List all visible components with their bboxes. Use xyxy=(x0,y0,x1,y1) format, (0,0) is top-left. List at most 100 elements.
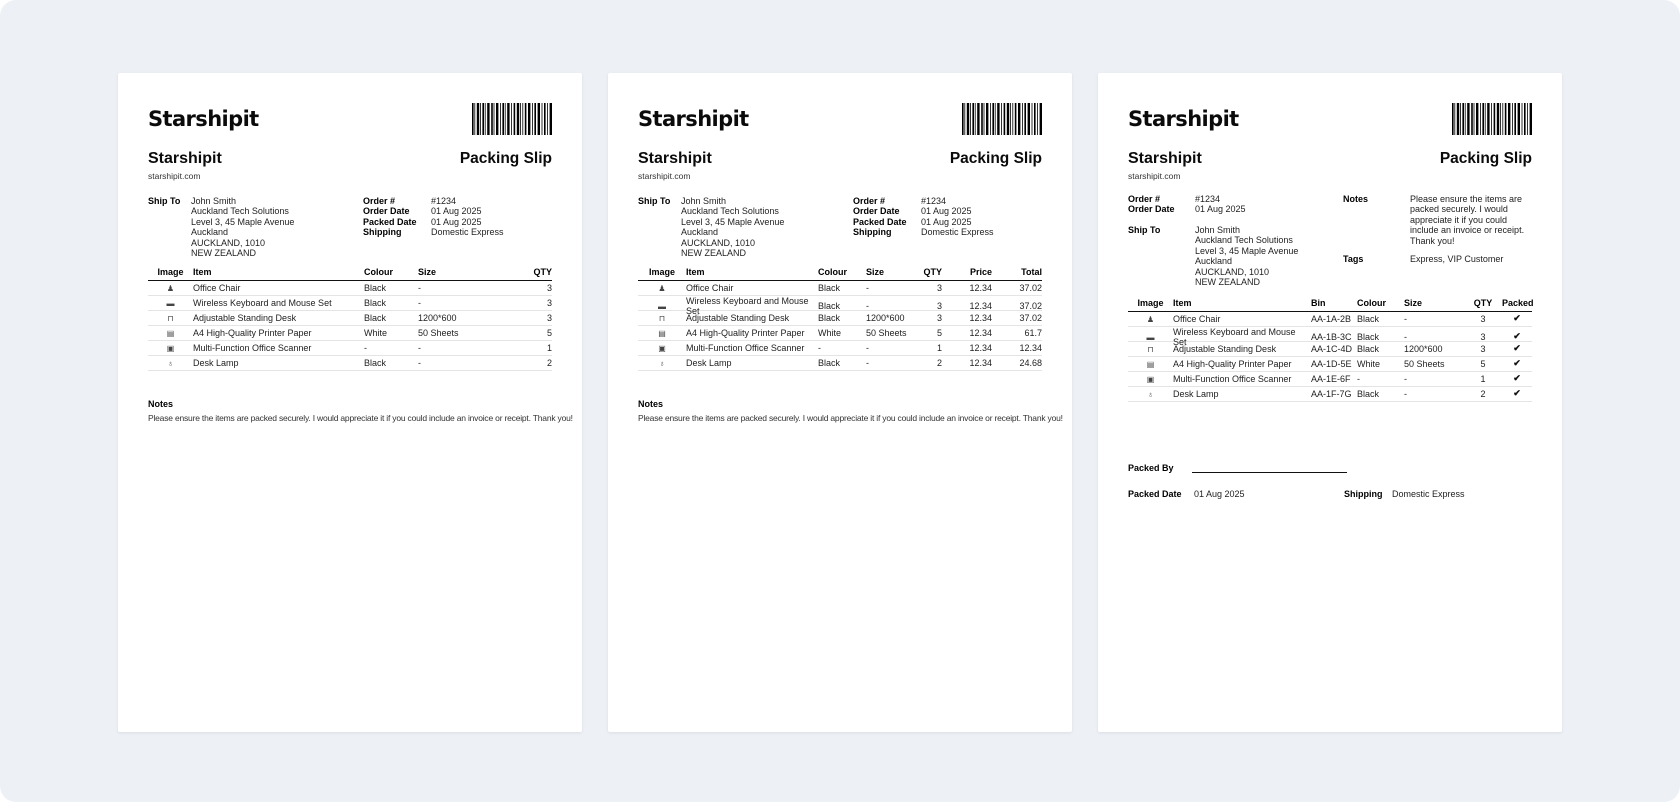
item-qty: 3 xyxy=(546,282,552,293)
ship-to-block: Ship To John Smith Auckland Tech Solutio… xyxy=(148,196,363,259)
page-header: Starshipit xyxy=(148,103,552,135)
item-total: 12.34 xyxy=(1019,342,1042,353)
item-colour: White xyxy=(1357,358,1381,369)
notes-label: Notes xyxy=(1343,193,1369,204)
product-thumbnail-icon: ▤ xyxy=(658,328,666,338)
item-size: - xyxy=(866,357,869,368)
company-website: starshipit.com xyxy=(1128,170,1181,181)
product-thumbnail-icon: ⊓ xyxy=(658,313,666,323)
document-title: Packing Slip xyxy=(459,150,552,167)
ship-to-address: John Smith Auckland Tech Solutions Level… xyxy=(1195,224,1299,288)
item-qty: 2 xyxy=(1480,388,1486,399)
product-thumbnail-icon: ♁ xyxy=(659,358,665,368)
packed-date-label: Packed Date xyxy=(1128,488,1182,499)
item-size: - xyxy=(866,342,869,353)
product-thumbnail-icon: ▣ xyxy=(166,343,175,353)
order-no-label: Order # xyxy=(1128,193,1161,204)
order-no-value: #1234 xyxy=(921,195,947,206)
notes-section: Notes Please ensure the items are packed… xyxy=(148,399,573,423)
table-row: ♁ Desk Lamp AA-1F-7G Black - 2 ✔ xyxy=(1128,387,1532,402)
order-no-label: Order # xyxy=(363,195,396,206)
packed-check-icon: ✔ xyxy=(1513,388,1521,399)
order-date-value: 01 Aug 2025 xyxy=(921,206,972,217)
order-date-label: Order Date xyxy=(363,206,410,217)
notes-label: Notes xyxy=(638,398,664,409)
product-thumbnail-icon: ⊓ xyxy=(167,313,174,323)
table-header-row: Image Item Colour Size QTY Price Total xyxy=(638,265,1042,281)
order-and-ship-block: Order # #1234 Order Date 01 Aug 2025 Ship … xyxy=(1128,194,1343,288)
starshipit-logo: Starshipit xyxy=(1128,107,1239,131)
table-row: ♟ Office Chair Black - 3 xyxy=(148,281,552,296)
company-website: starshipit.com xyxy=(148,170,201,181)
barcode-icon xyxy=(1452,103,1532,135)
company-name: Starshipit xyxy=(148,150,222,167)
order-date-value: 01 Aug 2025 xyxy=(431,206,482,217)
item-name: Adjustable Standing Desk xyxy=(1173,343,1277,354)
notes-text: Please ensure the items are packed secur… xyxy=(1410,193,1525,246)
packed-check-icon: ✔ xyxy=(1513,313,1521,324)
item-colour: Black xyxy=(1357,388,1380,399)
item-qty: 3 xyxy=(936,282,942,293)
product-thumbnail-icon: ♁ xyxy=(1147,389,1154,399)
item-name: Adjustable Standing Desk xyxy=(193,312,297,323)
item-name: Multi-Function Office Scanner xyxy=(193,342,312,353)
item-size: - xyxy=(1404,331,1407,342)
item-bin: AA-1C-4D xyxy=(1311,343,1353,354)
item-size: - xyxy=(418,342,421,353)
item-colour: Black xyxy=(818,300,841,311)
item-colour: Black xyxy=(818,312,841,323)
item-qty: 5 xyxy=(546,327,552,338)
order-date-value: 01 Aug 2025 xyxy=(1195,204,1246,215)
item-qty: 3 xyxy=(546,297,552,308)
item-size: - xyxy=(1404,388,1407,399)
tags-value: Express, VIP Customer xyxy=(1410,254,1504,265)
table-row: ⊓ Adjustable Standing Desk AA-1C-4D Blac… xyxy=(1128,342,1532,357)
item-name: Office Chair xyxy=(686,282,734,293)
item-total: 37.02 xyxy=(1019,312,1042,323)
item-price: 12.34 xyxy=(969,357,992,368)
table-row: ⊓ Adjustable Standing Desk Black 1200*60… xyxy=(148,311,552,326)
item-total: 37.02 xyxy=(1019,300,1042,311)
item-colour: - xyxy=(1357,373,1360,384)
item-qty: 1 xyxy=(546,342,552,353)
item-name: A4 High-Quality Printer Paper xyxy=(193,327,312,338)
packed-check-icon: ✔ xyxy=(1513,343,1521,354)
ship-to-address: John Smith Auckland Tech Solutions Level… xyxy=(681,195,785,259)
product-thumbnail-icon: ♁ xyxy=(167,358,174,368)
order-no-label: Order # xyxy=(853,195,886,206)
item-name: Adjustable Standing Desk xyxy=(686,312,790,323)
item-size: 1200*600 xyxy=(866,312,905,323)
table-row: ▤ A4 High-Quality Printer Paper White 50… xyxy=(638,326,1042,341)
item-colour: Black xyxy=(364,312,387,323)
item-qty: 1 xyxy=(936,342,942,353)
barcode-icon xyxy=(472,103,552,135)
notes-text: Please ensure the items are packed secur… xyxy=(148,412,573,423)
item-qty: 2 xyxy=(546,357,552,368)
item-price: 12.34 xyxy=(969,342,992,353)
document-title: Packing Slip xyxy=(1439,150,1532,167)
shipping-value: Domestic Express xyxy=(431,227,504,238)
item-qty: 5 xyxy=(1480,358,1486,369)
item-bin: AA-1A-2B xyxy=(1311,313,1352,324)
product-thumbnail-icon: ▬ xyxy=(1146,332,1155,342)
item-qty: 2 xyxy=(936,357,942,368)
item-size: 50 Sheets xyxy=(1404,358,1445,369)
product-thumbnail-icon: ▣ xyxy=(658,343,666,353)
table-row: ♁ Desk Lamp Black - 2 12.34 24.68 xyxy=(638,356,1042,371)
item-colour: Black xyxy=(1357,331,1380,342)
ship-to-label: Ship To xyxy=(1128,224,1161,235)
item-bin: AA-1E-6F xyxy=(1311,373,1351,384)
item-size: - xyxy=(1404,313,1407,324)
item-name: A4 High-Quality Printer Paper xyxy=(1173,358,1292,369)
packing-slip-page-warehouse: Starshipit Starshipit starshipit.com Pac… xyxy=(1098,73,1562,732)
item-name: Office Chair xyxy=(1173,313,1221,324)
table-row: ▤ A4 High-Quality Printer Paper AA-1D-5E… xyxy=(1128,357,1532,372)
order-date-label: Order Date xyxy=(853,206,900,217)
item-total: 61.7 xyxy=(1024,327,1042,338)
table-header-row: Image Item Bin Colour Size QTY Packed xyxy=(1128,296,1534,312)
table-row: ▤ A4 High-Quality Printer Paper White 50… xyxy=(148,326,552,341)
signature-line xyxy=(1192,462,1347,473)
item-name: Desk Lamp xyxy=(686,357,732,368)
product-thumbnail-icon: ⊓ xyxy=(1147,344,1154,354)
table-row: ▬ Wireless Keyboard and Mouse Set Black … xyxy=(638,296,1042,316)
